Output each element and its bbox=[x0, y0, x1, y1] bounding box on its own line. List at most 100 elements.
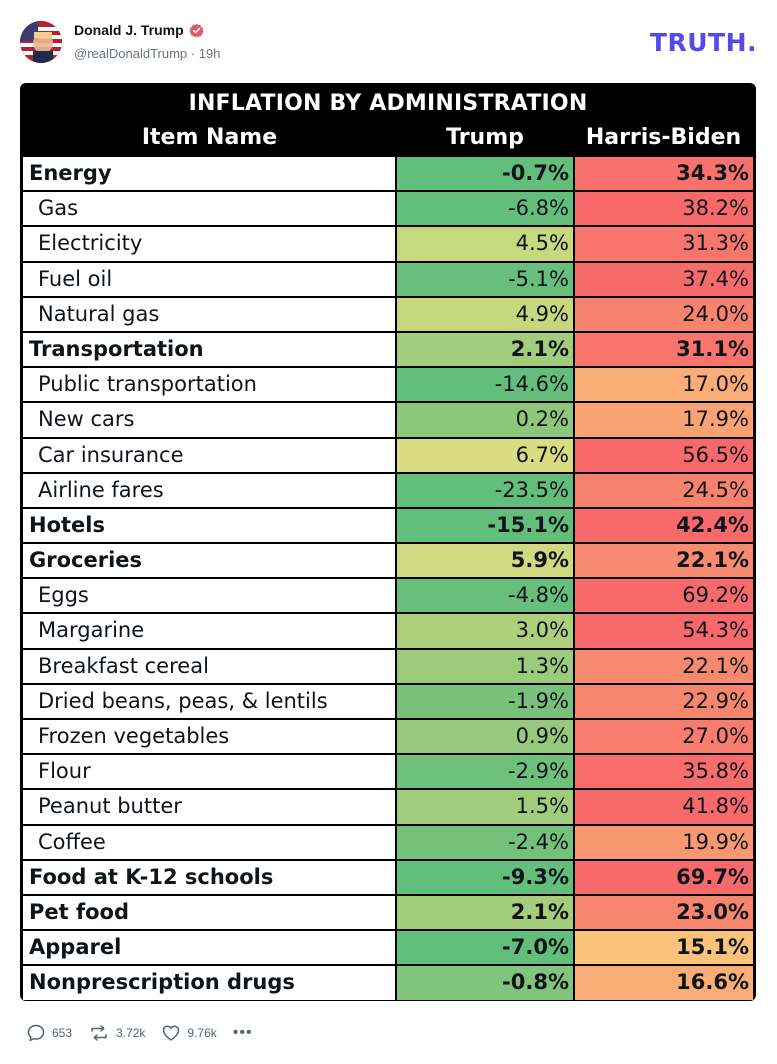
trump-value-cell: 1.3% bbox=[397, 649, 573, 683]
harris-biden-value-cell: 22.1% bbox=[575, 544, 753, 578]
table-item-row: Electricity 4.5% 31.3% bbox=[23, 227, 753, 261]
author-name[interactable]: Donald J. Trump bbox=[74, 22, 204, 38]
retruth-button[interactable]: 3.72k bbox=[88, 1023, 145, 1043]
item-name-cell: Hotels bbox=[23, 508, 395, 543]
table-item-row: Flour -2.9% 35.8% bbox=[23, 755, 753, 789]
truth-logo[interactable]: TRUTH. bbox=[650, 30, 757, 55]
meta-separator: · bbox=[187, 46, 199, 61]
harris-biden-value-cell: 22.9% bbox=[575, 684, 753, 718]
trump-value-cell: 2.1% bbox=[397, 332, 573, 367]
table-item-row: Fuel oil -5.1% 37.4% bbox=[23, 262, 753, 296]
item-name-cell: Breakfast cereal bbox=[23, 649, 395, 683]
harris-biden-value-cell: 17.9% bbox=[575, 403, 753, 437]
trump-value-cell: -6.8% bbox=[397, 192, 573, 226]
item-name-cell: Groceries bbox=[23, 544, 395, 578]
item-name-cell: Car insurance bbox=[23, 438, 395, 472]
harris-biden-value-cell: 37.4% bbox=[575, 262, 753, 296]
item-name-cell: Flour bbox=[23, 755, 395, 789]
trump-value-cell: 4.9% bbox=[397, 297, 573, 331]
item-name-cell: Nonprescription drugs bbox=[23, 966, 395, 1000]
table-category-row: Pet food 2.1% 23.0% bbox=[23, 895, 753, 930]
trump-value-cell: -9.3% bbox=[397, 860, 573, 894]
trump-value-cell: -14.6% bbox=[397, 368, 573, 402]
reply-icon bbox=[27, 1024, 45, 1042]
trump-value-cell: -1.9% bbox=[397, 684, 573, 718]
harris-biden-value-cell: 35.8% bbox=[575, 755, 753, 789]
harris-biden-value-cell: 19.9% bbox=[575, 825, 753, 859]
trump-value-cell: -0.8% bbox=[397, 966, 573, 1000]
more-options-button[interactable]: ••• bbox=[233, 1025, 253, 1041]
harris-biden-value-cell: 16.6% bbox=[575, 966, 753, 1000]
trump-value-cell: -23.5% bbox=[397, 473, 573, 507]
harris-biden-value-cell: 69.2% bbox=[575, 579, 753, 613]
item-name-cell: Energy bbox=[23, 157, 395, 191]
item-name-cell: Food at K-12 schools bbox=[23, 860, 395, 894]
item-name-cell: Natural gas bbox=[23, 297, 395, 331]
table-item-row: Airline fares -23.5% 24.5% bbox=[23, 473, 753, 507]
item-name-cell: Transportation bbox=[23, 332, 395, 367]
table-category-row: Groceries 5.9% 22.1% bbox=[23, 544, 753, 578]
item-name-cell: Fuel oil bbox=[23, 262, 395, 296]
harris-biden-value-cell: 56.5% bbox=[575, 438, 753, 472]
harris-biden-value-cell: 69.7% bbox=[575, 860, 753, 894]
harris-biden-value-cell: 15.1% bbox=[575, 931, 753, 965]
table-item-row: Natural gas 4.9% 24.0% bbox=[23, 297, 753, 331]
table-item-row: Margarine 3.0% 54.3% bbox=[23, 614, 753, 648]
trump-value-cell: -0.7% bbox=[397, 157, 573, 191]
table-header-row: Item Name Trump Harris-Biden bbox=[23, 122, 753, 157]
table-title: INFLATION BY ADMINISTRATION bbox=[188, 91, 588, 116]
header-item-name: Item Name bbox=[141, 125, 278, 150]
heart-icon bbox=[163, 1025, 180, 1041]
truth-logo-dot: . bbox=[747, 28, 757, 57]
harris-biden-value-cell: 41.8% bbox=[575, 790, 753, 824]
harris-biden-value-cell: 38.2% bbox=[575, 192, 753, 226]
verified-badge-icon bbox=[189, 23, 204, 38]
like-button[interactable]: 9.76k bbox=[161, 1023, 217, 1043]
retruth-icon bbox=[91, 1025, 107, 1041]
item-name-cell: Dried beans, peas, & lentils bbox=[23, 684, 395, 718]
trump-value-cell: 5.9% bbox=[397, 544, 573, 578]
trump-value-cell: -2.4% bbox=[397, 825, 573, 859]
header-trump: Trump bbox=[446, 125, 524, 150]
reply-button[interactable]: 653 bbox=[26, 1023, 72, 1043]
trump-value-cell: 0.9% bbox=[397, 720, 573, 754]
table-item-row: Gas -6.8% 38.2% bbox=[23, 192, 753, 226]
item-name-cell: Electricity bbox=[23, 227, 395, 261]
post-header: Donald J. Trump @realDonaldTrump · 19h T… bbox=[0, 0, 777, 74]
table-category-row: Food at K-12 schools -9.3% 69.7% bbox=[23, 860, 753, 894]
item-name-cell: Apparel bbox=[23, 931, 395, 965]
trump-value-cell: -15.1% bbox=[397, 508, 573, 543]
post-actions: 653 3.72k 9.76k ••• bbox=[26, 1022, 269, 1044]
author-meta: @realDonaldTrump · 19h bbox=[74, 46, 220, 61]
inflation-table-image[interactable]: INFLATION BY ADMINISTRATION Item Name Tr… bbox=[20, 83, 756, 1001]
trump-value-cell: 3.0% bbox=[397, 614, 573, 648]
table-item-row: Coffee -2.4% 19.9% bbox=[23, 825, 753, 859]
harris-biden-value-cell: 31.1% bbox=[575, 332, 753, 367]
table-item-row: Dried beans, peas, & lentils -1.9% 22.9% bbox=[23, 684, 753, 718]
table-body: Energy -0.7% 34.3% Gas -6.8% 38.2% Electricity… bbox=[23, 157, 753, 1000]
table-item-row: New cars 0.2% 17.9% bbox=[23, 403, 753, 437]
table-category-row: Apparel -7.0% 15.1% bbox=[23, 931, 753, 965]
trump-value-cell: 4.5% bbox=[397, 227, 573, 261]
like-count: 9.76k bbox=[187, 1026, 217, 1040]
harris-biden-value-cell: 23.0% bbox=[575, 895, 753, 930]
more-icon: ••• bbox=[232, 1024, 253, 1041]
author-handle[interactable]: @realDonaldTrump bbox=[74, 46, 188, 61]
reply-count: 653 bbox=[52, 1026, 73, 1040]
trump-value-cell: -2.9% bbox=[397, 755, 573, 789]
item-name-cell: Airline fares bbox=[23, 473, 395, 507]
trump-value-cell: -4.8% bbox=[397, 579, 573, 613]
truth-logo-text: TRUTH bbox=[649, 28, 747, 57]
table-category-row: Hotels -15.1% 42.4% bbox=[23, 508, 753, 543]
table-item-row: Eggs -4.8% 69.2% bbox=[23, 579, 753, 613]
post-timestamp[interactable]: 19h bbox=[198, 46, 221, 61]
item-name-cell: Eggs bbox=[23, 579, 395, 613]
harris-biden-value-cell: 34.3% bbox=[575, 157, 753, 191]
harris-biden-value-cell: 24.0% bbox=[575, 297, 753, 331]
item-name-cell: Peanut butter bbox=[23, 790, 395, 824]
item-name-cell: New cars bbox=[23, 403, 395, 437]
trump-value-cell: 0.2% bbox=[397, 403, 573, 437]
avatar[interactable] bbox=[20, 21, 62, 63]
harris-biden-value-cell: 17.0% bbox=[575, 368, 753, 402]
table-item-row: Public transportation -14.6% 17.0% bbox=[23, 368, 753, 402]
